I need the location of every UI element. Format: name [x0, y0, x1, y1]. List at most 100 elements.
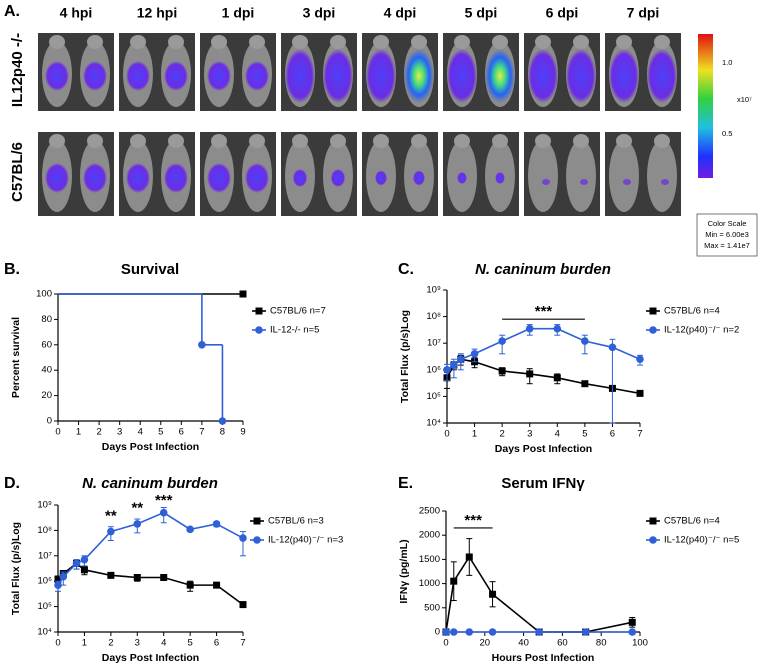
x-tick-label: 6 — [610, 429, 615, 440]
chart: C. N. caninum burden Days Post Infection To… — [398, 261, 739, 455]
mouse-head — [292, 134, 308, 148]
signal — [245, 163, 269, 193]
signal — [661, 179, 669, 185]
timepoint-label: 3 dpi — [303, 5, 336, 21]
significance-label: *** — [155, 492, 173, 509]
y-tick-label: 100 — [36, 289, 52, 300]
x-tick-label: 9 — [240, 427, 245, 438]
signal — [45, 163, 69, 193]
timepoint-label: 6 dpi — [546, 5, 579, 21]
marker — [489, 590, 497, 598]
marker — [133, 573, 141, 581]
y-tick-label: 10⁴ — [426, 418, 441, 429]
signal — [285, 49, 315, 103]
x-tick-label: 3 — [135, 638, 140, 649]
legend-label: C57BL/6 n=7 — [270, 306, 326, 317]
marker — [649, 517, 657, 525]
marker — [649, 326, 657, 334]
color-bar — [698, 34, 713, 178]
marker — [186, 581, 194, 589]
marker — [107, 571, 115, 579]
series-line — [445, 555, 633, 633]
y-axis-label: Total Flux (p/s)Log — [399, 310, 411, 403]
y-tick-label: 2500 — [419, 506, 440, 517]
marker — [133, 520, 142, 528]
x-tick-label: 2 — [108, 638, 113, 649]
x-tick-label: 80 — [596, 638, 607, 649]
signal — [609, 49, 639, 103]
y-tick-label: 2000 — [419, 530, 440, 541]
color-scale-min: Min = 6.00e3 — [705, 230, 749, 239]
mouse-head — [49, 134, 65, 148]
signal — [323, 49, 353, 103]
legend-label: C57BL/6 n=3 — [268, 516, 324, 527]
marker — [525, 324, 534, 333]
signal — [164, 61, 188, 91]
row-label: IL12p40 -/- — [9, 33, 26, 107]
x-tick-label: 8 — [220, 427, 225, 438]
y-tick-label: 10⁹ — [37, 500, 52, 511]
marker — [465, 628, 474, 636]
mouse-head — [168, 134, 184, 148]
mouse-head — [87, 134, 103, 148]
x-tick-label: 2 — [96, 427, 101, 438]
color-scale-box — [696, 213, 758, 257]
signal — [366, 49, 396, 103]
marker — [628, 618, 636, 626]
signal — [647, 49, 677, 103]
mouse-head — [249, 35, 265, 49]
mouse-head — [573, 35, 589, 49]
mouse-head — [373, 134, 389, 148]
mouse-head — [330, 35, 346, 49]
y-axis-label: Percent survival — [10, 317, 22, 398]
timepoint-label: 4 dpi — [384, 5, 417, 21]
x-tick-label: 0 — [55, 638, 60, 649]
marker — [239, 601, 247, 609]
x-tick-label: 3 — [527, 429, 532, 440]
x-tick-label: 5 — [582, 429, 587, 440]
mouse-head — [535, 35, 551, 49]
marker — [553, 374, 561, 382]
marker — [255, 307, 263, 315]
signal — [404, 49, 434, 103]
marker — [581, 628, 590, 636]
mouse-head — [373, 35, 389, 49]
series-line — [446, 327, 641, 371]
x-tick-label: 0 — [55, 427, 60, 438]
x-tick-label: 60 — [557, 638, 568, 649]
mouse-head — [454, 134, 470, 148]
y-tick-label: 80 — [41, 314, 52, 325]
signal — [207, 61, 231, 91]
marker — [526, 370, 534, 378]
marker — [253, 536, 261, 544]
significance-label: ** — [105, 507, 117, 524]
signal — [126, 163, 150, 193]
legend-label: C57BL/6 n=4 — [664, 516, 720, 527]
marker — [450, 361, 458, 369]
marker — [159, 508, 168, 517]
panel-label: A. — [4, 3, 20, 20]
marker — [255, 326, 263, 334]
y-tick-label: 40 — [41, 365, 52, 376]
x-axis-label: Days Post Infection — [102, 652, 199, 664]
x-axis-label: Days Post Infection — [102, 441, 199, 453]
chart-title: N. caninum burden — [82, 475, 218, 492]
mouse-head — [292, 35, 308, 49]
mouse-head — [211, 35, 227, 49]
timepoint-label: 1 dpi — [222, 5, 255, 21]
panel-label: C. — [398, 261, 414, 278]
signal — [457, 172, 467, 184]
x-tick-label: 4 — [161, 638, 166, 649]
marker — [581, 337, 589, 345]
mouse-head — [49, 35, 65, 49]
marker — [535, 628, 543, 636]
y-tick-label: 20 — [41, 390, 52, 401]
chart-title: N. caninum burden — [475, 261, 611, 278]
x-tick-label: 20 — [480, 638, 491, 649]
marker — [456, 355, 465, 364]
x-tick-label: 0 — [444, 429, 449, 440]
x-tick-label: 7 — [240, 638, 245, 649]
mouse-head — [330, 134, 346, 148]
y-tick-label: 10⁷ — [427, 338, 442, 349]
x-tick-label: 1 — [472, 429, 477, 440]
